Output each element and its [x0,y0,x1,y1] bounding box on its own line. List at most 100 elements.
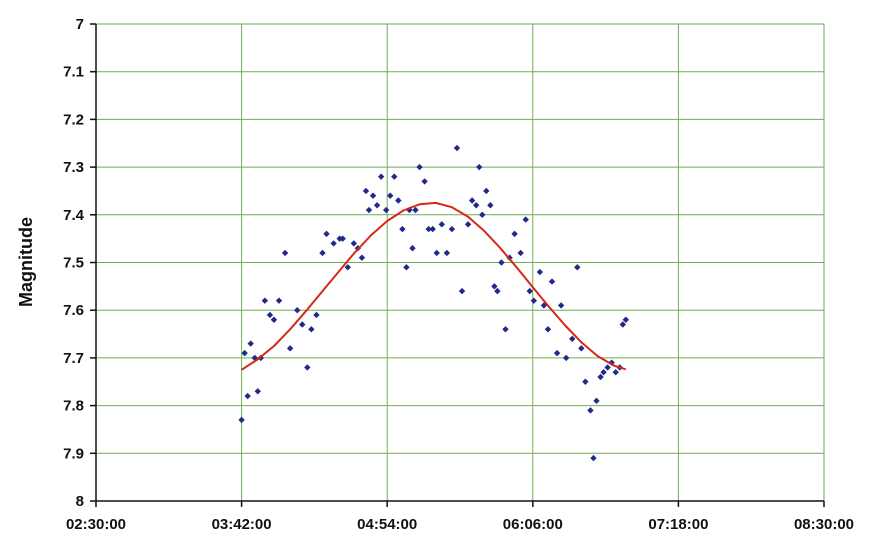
data-point-43 [425,225,432,233]
data-point-26 [358,254,366,261]
data-point-86 [612,369,619,376]
data-point-65 [522,216,529,223]
data-point-53 [472,202,480,209]
y-tick-label-8: 7.8 [63,398,84,415]
x-tick-label-5: 08:30:00 [794,516,854,533]
data-point-88 [619,321,626,328]
x-tick-label-0: 02:30:00 [66,516,126,533]
data-point-49 [453,144,461,152]
data-point-1 [241,349,248,357]
data-point-66 [526,287,533,295]
data-point-51 [464,221,472,228]
fit-curve [241,201,627,371]
data-point-33 [387,192,394,199]
data-point-82 [597,373,604,381]
data-point-59 [494,287,501,295]
x-tick-label-3: 06:06:00 [503,516,563,533]
data-point-56 [483,187,490,195]
data-point-72 [553,349,561,357]
data-point-10 [275,297,283,304]
data-point-81 [593,397,600,405]
data-point-40 [412,206,419,214]
data-point-70 [544,326,552,333]
data-point-58 [491,283,498,290]
data-point-50 [458,287,466,295]
data-point-24 [350,240,358,247]
data-point-67 [530,297,538,304]
y-axis-tick-labels: 7 7.1 7.2 7.3 7.4 7.5 7.6 7.7 7.8 7.9 8 [63,16,85,510]
x-tick-label-4: 07:18:00 [648,516,708,533]
data-point-45 [433,249,440,257]
y-tick-label-5: 7.5 [63,255,84,272]
y-tick-label-2: 7.2 [63,111,84,128]
data-point-55 [479,211,486,218]
data-point-28 [365,206,373,214]
data-point-46 [438,221,445,228]
data-point-76 [574,264,581,271]
y-tick-label-1: 7.1 [63,64,84,81]
data-point-83 [600,369,607,376]
data-point-63 [511,230,518,238]
data-point-36 [399,225,406,233]
data-point-48 [448,225,456,233]
data-point-35 [395,197,402,204]
data-point-3 [247,340,254,347]
data-point-27 [362,187,370,195]
data-point-57 [487,202,494,209]
data-point-80 [590,454,597,462]
data-point-13 [294,307,301,314]
data-point-68 [536,268,544,276]
data-point-71 [548,278,556,285]
data-point-61 [502,326,509,333]
x-tick-label-1: 03:42:00 [212,516,272,533]
data-point-7 [261,297,269,304]
y-tick-label-9: 7.9 [63,445,84,462]
data-point-41 [416,163,423,171]
data-point-15 [304,364,311,371]
y-tick-label-4: 7.4 [63,207,85,224]
data-point-89 [622,316,630,323]
data-point-5 [254,388,261,395]
data-point-23 [344,264,351,271]
data-point-19 [323,230,330,238]
data-point-77 [578,345,585,352]
series-layer [238,144,630,462]
data-point-39 [409,244,416,252]
data-point-20 [330,240,337,247]
data-point-44 [429,225,436,233]
data-point-37 [403,264,410,271]
data-point-42 [421,178,428,185]
data-point-78 [582,378,589,385]
data-point-17 [313,311,320,319]
data-point-16 [308,326,315,333]
y-tick-label-3: 7.3 [63,159,84,176]
data-point-8 [266,311,274,319]
gridlines [95,23,825,502]
data-point-11 [281,249,289,257]
data-point-73 [557,302,565,309]
plot-frame [90,23,825,507]
data-point-60 [498,259,505,266]
data-point-79 [587,407,594,414]
data-point-0 [238,416,245,424]
data-point-32 [382,206,390,214]
data-point-9 [270,316,278,323]
data-point-12 [286,345,294,352]
data-point-54 [476,163,483,171]
data-point-74 [562,354,570,362]
data-point-52 [468,197,476,204]
data-point-14 [299,321,306,328]
data-point-34 [391,173,398,180]
x-axis-tick-labels: 02:30:00 03:42:00 04:54:00 06:06:00 07:18:00… [66,516,854,533]
x-tick-label-2: 04:54:00 [357,516,417,533]
data-point-47 [443,249,451,257]
y-tick-label-0: 7 [76,16,84,33]
data-point-22 [339,235,346,242]
y-tick-label-6: 7.6 [63,302,84,319]
data-point-29 [369,192,377,199]
y-tick-label-7: 7.7 [63,350,84,367]
data-point-18 [319,249,326,257]
data-point-64 [517,249,524,257]
data-point-31 [377,173,385,180]
